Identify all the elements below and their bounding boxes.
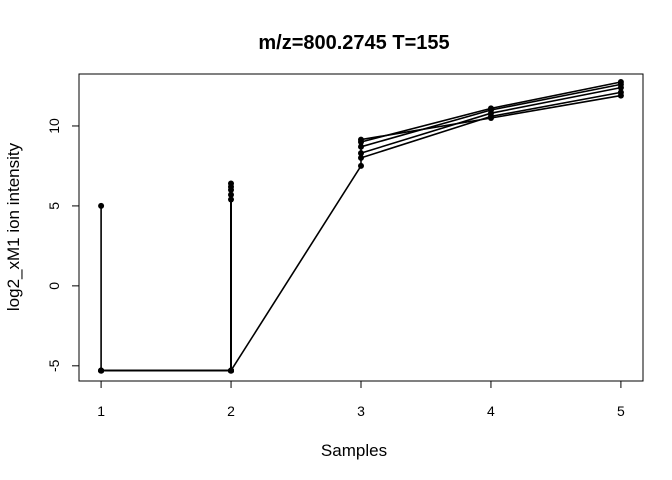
data-points [98,79,624,374]
y-axis: -5 0 5 10 [46,118,80,372]
data-point-8-1 [358,150,364,157]
data-point-10-2 [488,105,494,112]
data-point-9-1 [358,143,364,150]
x-tick-label-1: 1 [97,403,105,419]
x-tick-label-4: 4 [487,403,495,419]
chart-title: m/z=800.2745 T=155 [258,32,449,54]
data-point-7-1 [358,154,364,161]
series-line-1 [100,183,232,372]
data-point-10-1 [358,139,364,145]
data-point-4-3 [228,191,234,198]
series-line-5 [101,199,232,372]
x-axis-label: Samples [321,441,387,460]
plot-box [78,73,644,382]
series-line-2 [101,186,232,372]
y-tick-label-0: 0 [46,282,62,290]
series-line-4 [101,194,232,372]
x-tick-label-5: 5 [617,403,625,419]
data-point-5-3 [228,196,234,203]
data-point-1-1 [98,202,105,209]
series-line-3 [101,189,232,372]
y-tick-label-10: 10 [46,118,62,134]
data-point-7-3 [617,89,624,96]
data-point-3-3 [228,186,234,193]
y-tick-label--5: -5 [46,359,62,372]
series-lines [100,81,622,372]
y-axis-label: log2_xM1 ion intensity [4,142,23,311]
data-point-5-1 [98,367,105,374]
data-point-10-3 [617,79,624,85]
x-axis: 1 2 3 4 5 [97,380,625,419]
data-point-6-1 [228,367,234,374]
y-tick-label-5: 5 [46,202,62,210]
x-tick-label-3: 3 [357,403,365,419]
data-point-6-2 [358,162,364,169]
x-tick-label-2: 2 [227,403,235,419]
